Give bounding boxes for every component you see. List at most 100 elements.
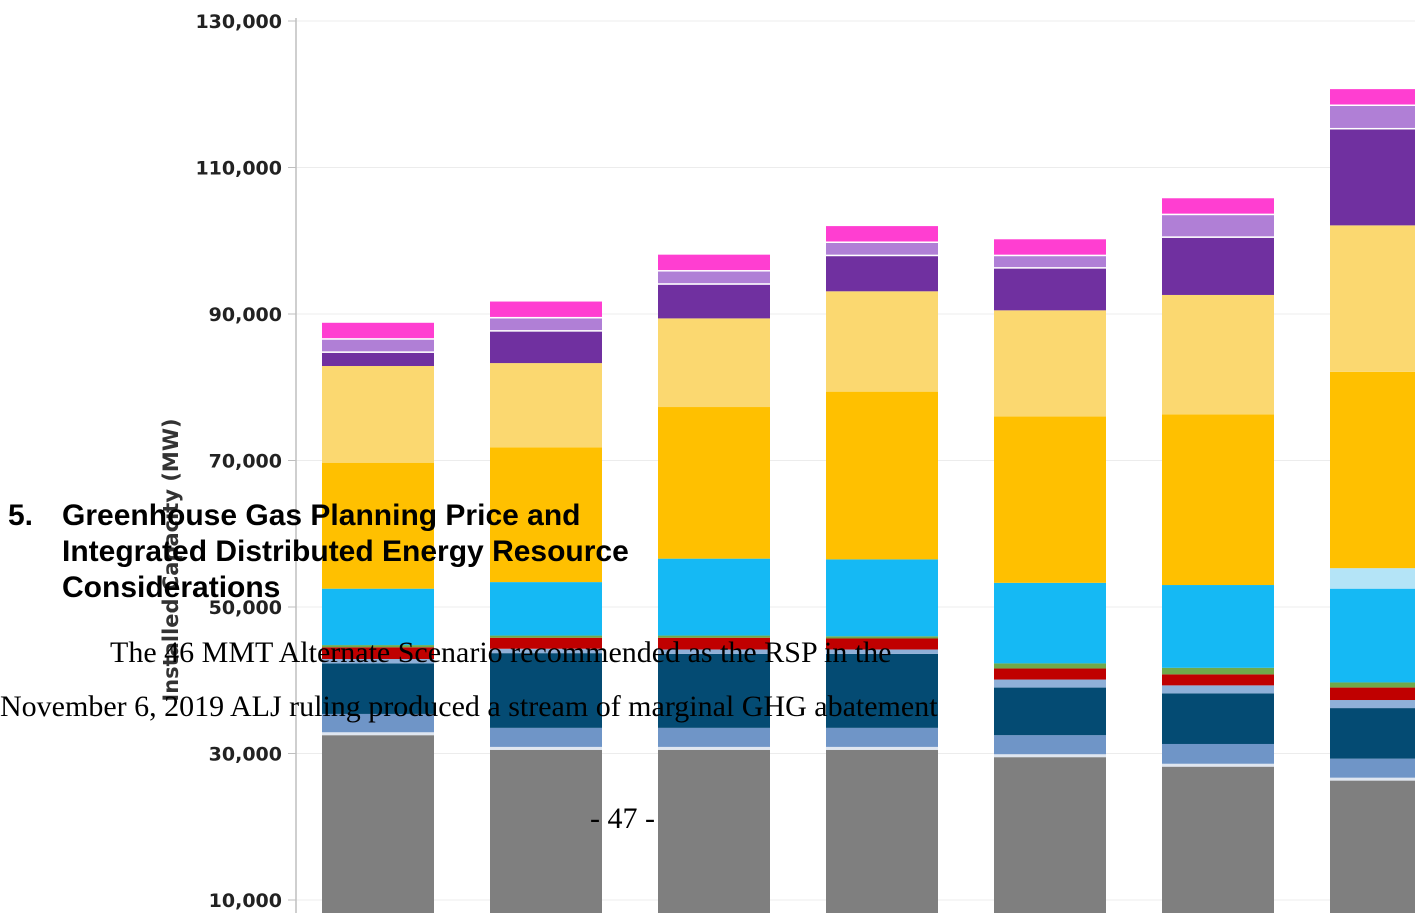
- y-tick-label: 30,000: [209, 744, 282, 766]
- bar-segment: [658, 649, 770, 654]
- bar-stack-5: [994, 239, 1106, 913]
- bar-segment: [994, 679, 1106, 688]
- bar-segment: [994, 310, 1106, 417]
- bar-segment: [994, 239, 1106, 255]
- bar-segment: [826, 559, 938, 637]
- bar-stack-6: [1162, 198, 1274, 913]
- bar-segment: [490, 637, 602, 649]
- bar-segment: [994, 757, 1106, 913]
- paragraph-line-1: The 46 MMT Alternate Scenario recommende…: [110, 636, 892, 669]
- bar-segment: [826, 749, 938, 913]
- bar-segment: [994, 668, 1106, 680]
- bar-segment: [1162, 236, 1274, 238]
- bar-segment: [994, 254, 1106, 257]
- bar-segment: [1330, 129, 1415, 226]
- bar-stack-3: [658, 254, 770, 913]
- bar-segment: [322, 647, 434, 660]
- bar-segment: [1330, 758, 1415, 778]
- y-tick-label: 70,000: [209, 451, 282, 473]
- bar-segment: [322, 732, 434, 736]
- bar-segment: [1330, 371, 1415, 569]
- bar-segment: [1162, 763, 1274, 767]
- bar-segment: [1330, 777, 1415, 781]
- bar-segment: [826, 727, 938, 747]
- bar-segment: [1330, 105, 1415, 128]
- bar-segment: [994, 663, 1106, 669]
- bar-segment: [322, 588, 434, 646]
- bar-segment: [658, 407, 770, 559]
- bar-segment: [994, 735, 1106, 755]
- bar-segment: [322, 735, 434, 913]
- bar-segment: [322, 322, 434, 339]
- bar-segment: [994, 256, 1106, 268]
- bar-segment: [490, 363, 602, 448]
- bar-segment: [994, 582, 1106, 664]
- section-heading: 5. Greenhouse Gas Planning Price and Int…: [8, 498, 708, 606]
- bar-segment: [826, 241, 938, 243]
- bar-segment: [1162, 685, 1274, 694]
- bar-segment: [994, 416, 1106, 583]
- bar-segment: [322, 366, 434, 463]
- bar-segment: [994, 687, 1106, 736]
- bar-stack-1: [322, 322, 434, 913]
- y-tick-label: 110,000: [195, 158, 282, 180]
- bar-segment: [826, 256, 938, 292]
- bar-segment: [994, 268, 1106, 311]
- bar-segment: [490, 318, 602, 331]
- bar-segment: [322, 663, 434, 714]
- bar-segment: [490, 648, 602, 654]
- bar-segment: [658, 635, 770, 638]
- bar-segment: [490, 447, 602, 583]
- bar-segment: [658, 283, 770, 285]
- bar-segment: [1330, 700, 1415, 709]
- bar-segment: [826, 638, 938, 650]
- bar-segment: [322, 713, 434, 733]
- bar-segment: [490, 653, 602, 728]
- bar-segment: [1330, 89, 1415, 105]
- section-heading-number: 5.: [8, 499, 34, 532]
- bar-segment: [1162, 585, 1274, 668]
- bar-segment: [1162, 198, 1274, 214]
- bar-segment: [322, 339, 434, 352]
- bar-stacks: [322, 89, 1415, 913]
- bar-segment: [658, 318, 770, 408]
- bar-segment: [658, 749, 770, 913]
- bar-segment: [1330, 588, 1415, 683]
- bar-segment: [658, 284, 770, 319]
- bar-segment: [826, 746, 938, 750]
- bar-segment: [994, 754, 1106, 758]
- bar-segment: [1162, 213, 1274, 216]
- bar-segment: [490, 727, 602, 747]
- y-axis-label: Installed Capacity (MW): [159, 418, 183, 701]
- bar-segment: [658, 637, 770, 650]
- bar-segment: [1162, 294, 1274, 415]
- paragraph-line-2: November 6, 2019 ALJ ruling produced a s…: [0, 690, 938, 723]
- y-tick-labels: 10,000 30,000 50,000 70,000 90,000 110,000 130…: [195, 11, 296, 912]
- bar-segment: [490, 331, 602, 364]
- bar-segment: [658, 271, 770, 284]
- bar-segment: [1330, 687, 1415, 701]
- bar-segment: [322, 645, 434, 648]
- y-tick-label: 90,000: [209, 304, 282, 326]
- bar-segment: [322, 462, 434, 589]
- bar-segment: [490, 301, 602, 317]
- bar-stack-2: [490, 301, 602, 913]
- bar-segment: [1330, 682, 1415, 688]
- bar-segment: [490, 316, 602, 319]
- bar-segment: [490, 746, 602, 750]
- bar-segment: [826, 226, 938, 242]
- bar-segment: [1162, 766, 1274, 913]
- bar-segment: [1162, 693, 1274, 744]
- bar-segment: [826, 242, 938, 255]
- bar-stack-4: [826, 226, 938, 913]
- bar-segment: [490, 749, 602, 913]
- bar-segment: [322, 659, 434, 664]
- bar-segment: [1162, 667, 1274, 675]
- y-tick-label: 130,000: [195, 11, 282, 33]
- bar-segment: [322, 338, 434, 340]
- bar-segment: [1162, 674, 1274, 686]
- bar-segment: [826, 254, 938, 257]
- bar-segment: [490, 635, 602, 638]
- y-tick-label: 10,000: [209, 890, 282, 912]
- bar-segment: [322, 352, 434, 367]
